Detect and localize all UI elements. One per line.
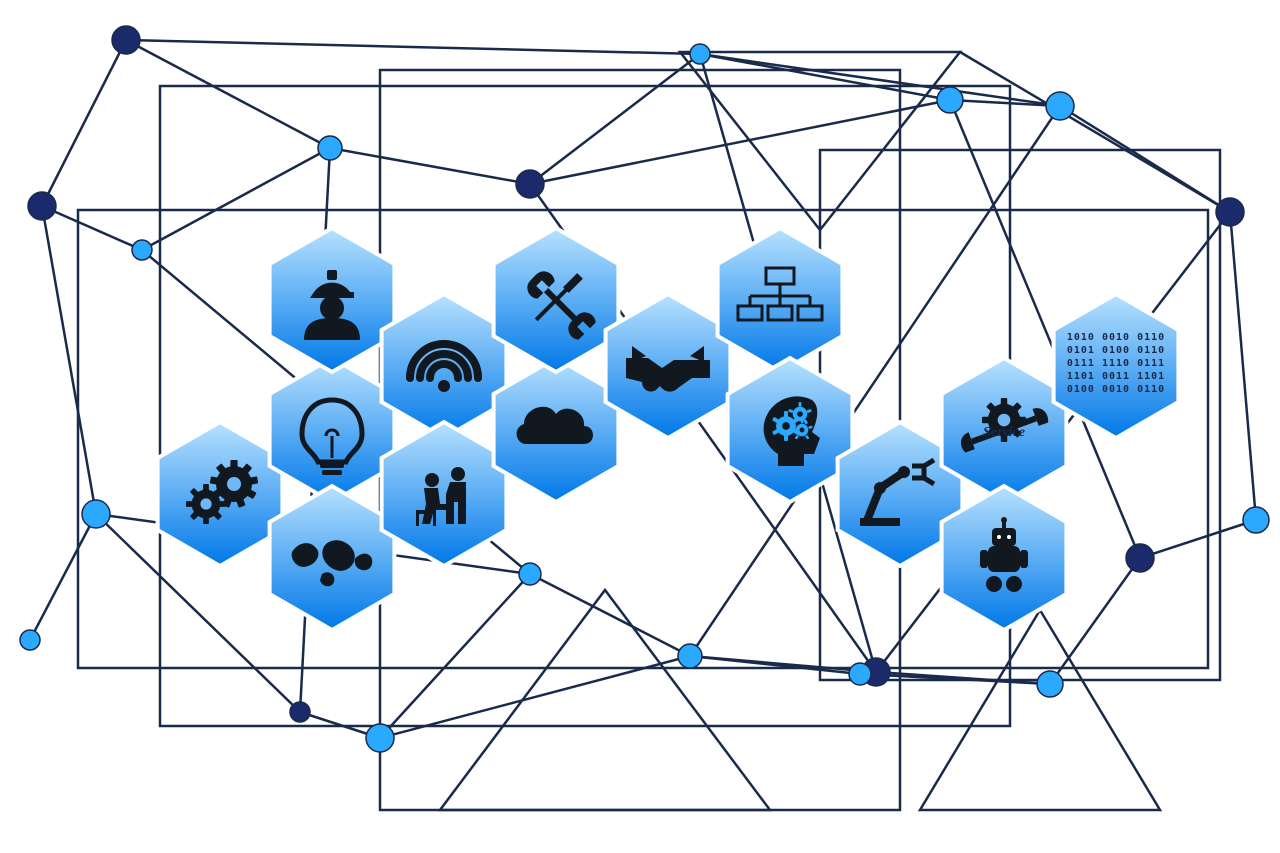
hex-tools <box>494 228 619 372</box>
network-edge <box>700 54 950 100</box>
binary-line: 1010 0010 0110 <box>1067 332 1165 343</box>
network-node-dot <box>290 702 310 722</box>
binary-line: 1101 0011 1101 <box>1067 371 1165 382</box>
network-edge <box>330 148 530 184</box>
binary-line: 0111 1110 0111 <box>1067 358 1165 369</box>
network-triangle <box>440 590 770 810</box>
network-edge <box>42 206 96 514</box>
binary-line: 0101 0100 0110 <box>1067 345 1165 356</box>
network-edge <box>30 514 96 640</box>
hex-cloud <box>494 358 619 502</box>
network-node-dot <box>1126 544 1154 572</box>
hex-worker <box>270 228 395 372</box>
network-node-dot <box>1037 671 1063 697</box>
network-node-dot <box>112 26 140 54</box>
network-node-dot <box>516 170 544 198</box>
hex-team <box>382 422 507 566</box>
network-edge <box>126 40 330 148</box>
industry4-infographic: Service 1010 0010 0110 0101 0100 0110 0111 … <box>0 0 1280 853</box>
hex-bulb <box>270 358 395 502</box>
network-edge <box>530 574 690 656</box>
service-label: Service <box>983 425 1025 440</box>
network-node-dot <box>366 724 394 752</box>
network-node-dot <box>1046 92 1074 120</box>
network-edge <box>1140 520 1256 558</box>
network-edge <box>42 206 142 250</box>
network-edge <box>380 574 530 738</box>
network-node-dot <box>678 644 702 668</box>
network-node-dot <box>318 136 342 160</box>
binary-icon: 1010 0010 0110 0101 0100 0110 0111 1110 01… <box>1067 332 1165 395</box>
binary-line: 0100 0010 0110 <box>1067 384 1165 395</box>
hex-grid-layer: Service 1010 0010 0110 0101 0100 0110 0111 … <box>158 228 1179 630</box>
network-edge <box>1230 212 1256 520</box>
network-node-dot <box>20 630 40 650</box>
network-edge <box>1060 106 1230 212</box>
network-edge <box>530 100 950 184</box>
network-node-dot <box>937 87 963 113</box>
hex-wifi <box>382 294 507 438</box>
network-node-dot <box>519 563 541 585</box>
network-edge <box>142 148 330 250</box>
network-node-dot <box>690 44 710 64</box>
hex-orgchart <box>718 228 843 372</box>
hex-gears <box>158 422 283 566</box>
network-node-dot <box>82 500 110 528</box>
network-edge <box>42 40 126 206</box>
network-edge <box>126 40 700 54</box>
hex-mindgears <box>728 358 853 502</box>
hex-worldmap <box>270 486 395 630</box>
network-edge <box>690 656 860 674</box>
network-node-dot <box>849 663 871 685</box>
network-node-dot <box>28 192 56 220</box>
network-node-dot <box>1243 507 1269 533</box>
network-edge <box>530 54 700 184</box>
network-node-dot <box>132 240 152 260</box>
network-node-dot <box>1216 198 1244 226</box>
network-triangle <box>920 610 1160 810</box>
